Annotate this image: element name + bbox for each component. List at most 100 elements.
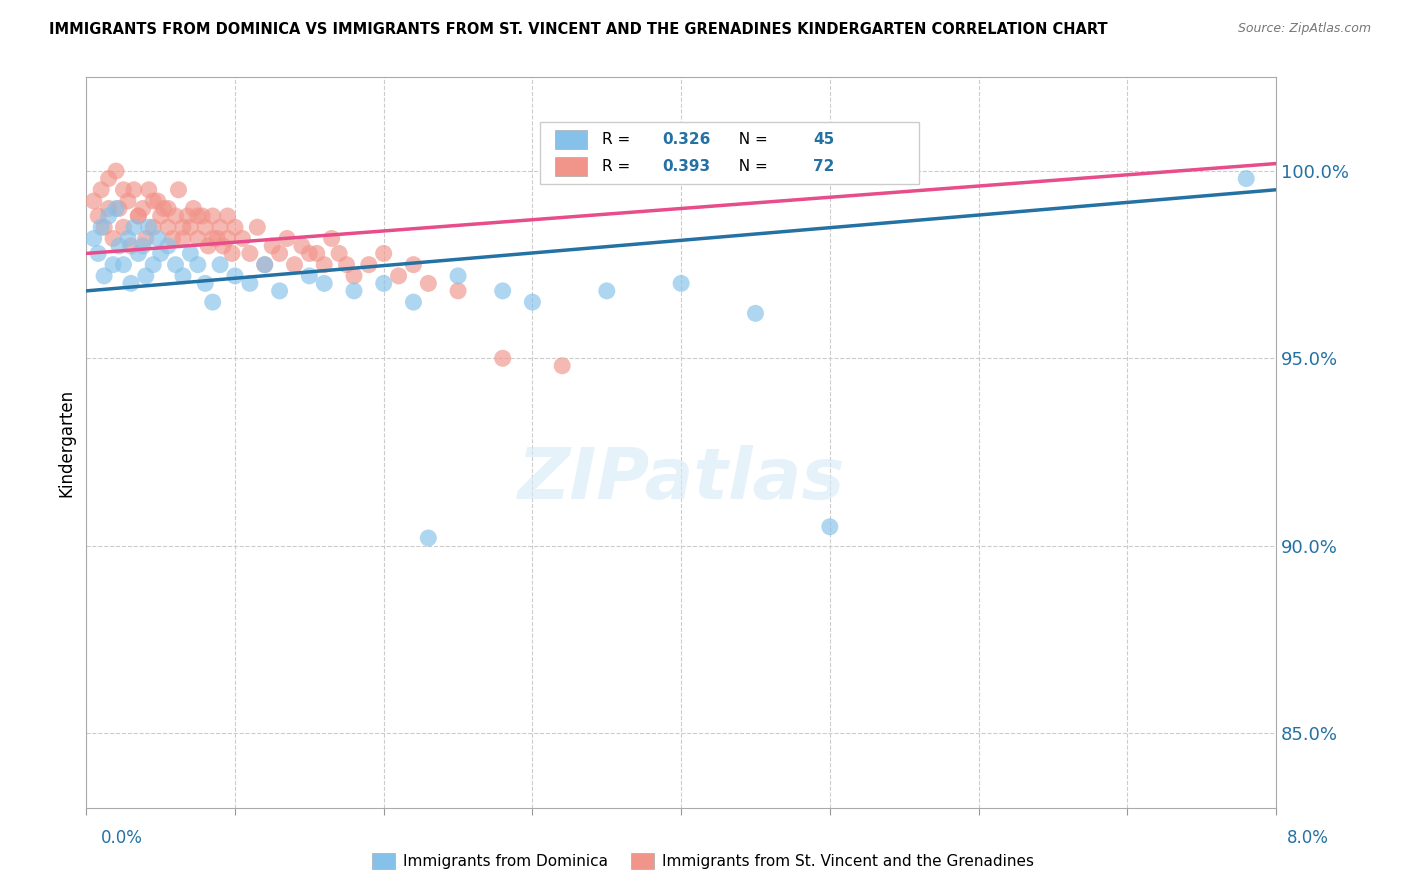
Point	[127, 209, 149, 223]
Point	[117, 231, 139, 245]
Point	[122, 220, 145, 235]
Point	[87, 246, 110, 260]
Point	[373, 277, 395, 291]
Text: 72: 72	[814, 159, 835, 174]
Point	[187, 231, 209, 245]
Point	[291, 239, 314, 253]
Point	[167, 183, 190, 197]
Point	[269, 246, 291, 260]
Point	[343, 284, 366, 298]
Point	[83, 231, 105, 245]
Point	[217, 231, 239, 245]
Point	[97, 171, 120, 186]
Point	[112, 220, 135, 235]
Point	[135, 268, 157, 283]
Text: 0.0%: 0.0%	[101, 829, 143, 847]
Point	[142, 194, 165, 208]
Point	[172, 220, 194, 235]
Text: 45: 45	[814, 132, 835, 146]
Point	[418, 277, 440, 291]
Point	[253, 258, 276, 272]
Point	[165, 258, 187, 272]
Point	[1234, 171, 1257, 186]
Point	[221, 246, 243, 260]
Point	[191, 209, 214, 223]
Point	[157, 202, 180, 216]
Point	[138, 183, 160, 197]
Point	[387, 268, 409, 283]
Point	[343, 268, 366, 283]
Point	[162, 231, 184, 245]
Text: ZIPatlas: ZIPatlas	[517, 444, 845, 514]
Point	[120, 239, 142, 253]
Text: N =: N =	[728, 132, 772, 146]
FancyBboxPatch shape	[555, 130, 588, 149]
Point	[146, 194, 169, 208]
Point	[447, 268, 470, 283]
Point	[176, 209, 198, 223]
Point	[127, 209, 149, 223]
Point	[596, 284, 619, 298]
Point	[122, 183, 145, 197]
Point	[246, 220, 269, 235]
Point	[314, 258, 336, 272]
Point	[335, 258, 357, 272]
Point	[253, 258, 276, 272]
Point	[157, 239, 180, 253]
Point	[402, 295, 425, 310]
Point	[283, 258, 305, 272]
Point	[142, 220, 165, 235]
Point	[224, 220, 246, 235]
Text: 0.326: 0.326	[662, 132, 710, 146]
Point	[262, 239, 284, 253]
Point	[97, 209, 120, 223]
Point	[187, 258, 209, 272]
Point	[217, 209, 239, 223]
Point	[179, 246, 201, 260]
Point	[172, 231, 194, 245]
Y-axis label: Kindergarten: Kindergarten	[58, 388, 75, 497]
Point	[149, 246, 172, 260]
Point	[305, 246, 328, 260]
Legend: Immigrants from Dominica, Immigrants from St. Vincent and the Grenadines: Immigrants from Dominica, Immigrants fro…	[367, 847, 1039, 875]
Point	[357, 258, 380, 272]
Point	[172, 268, 194, 283]
Text: R =: R =	[602, 159, 636, 174]
Point	[132, 239, 155, 253]
Point	[418, 531, 440, 545]
Point	[522, 295, 544, 310]
Point	[492, 351, 515, 366]
Point	[744, 306, 766, 320]
Point	[298, 268, 321, 283]
Point	[87, 209, 110, 223]
Point	[93, 268, 115, 283]
Point	[194, 220, 217, 235]
Text: R =: R =	[602, 132, 636, 146]
Point	[187, 209, 209, 223]
Point	[314, 277, 336, 291]
Point	[132, 202, 155, 216]
Point	[101, 231, 124, 245]
Point	[90, 220, 112, 235]
Point	[120, 277, 142, 291]
Point	[328, 246, 350, 260]
Point	[105, 202, 128, 216]
Text: Source: ZipAtlas.com: Source: ZipAtlas.com	[1237, 22, 1371, 36]
Point	[492, 284, 515, 298]
Point	[197, 239, 219, 253]
Point	[373, 246, 395, 260]
Point	[138, 220, 160, 235]
Point	[157, 220, 180, 235]
Point	[108, 202, 131, 216]
Point	[146, 231, 169, 245]
Point	[447, 284, 470, 298]
Point	[209, 258, 232, 272]
Point	[152, 202, 174, 216]
Point	[93, 220, 115, 235]
Point	[212, 239, 235, 253]
Point	[239, 277, 262, 291]
FancyBboxPatch shape	[540, 122, 920, 184]
Text: IMMIGRANTS FROM DOMINICA VS IMMIGRANTS FROM ST. VINCENT AND THE GRENADINES KINDE: IMMIGRANTS FROM DOMINICA VS IMMIGRANTS F…	[49, 22, 1108, 37]
Point	[276, 231, 298, 245]
Point	[194, 277, 217, 291]
